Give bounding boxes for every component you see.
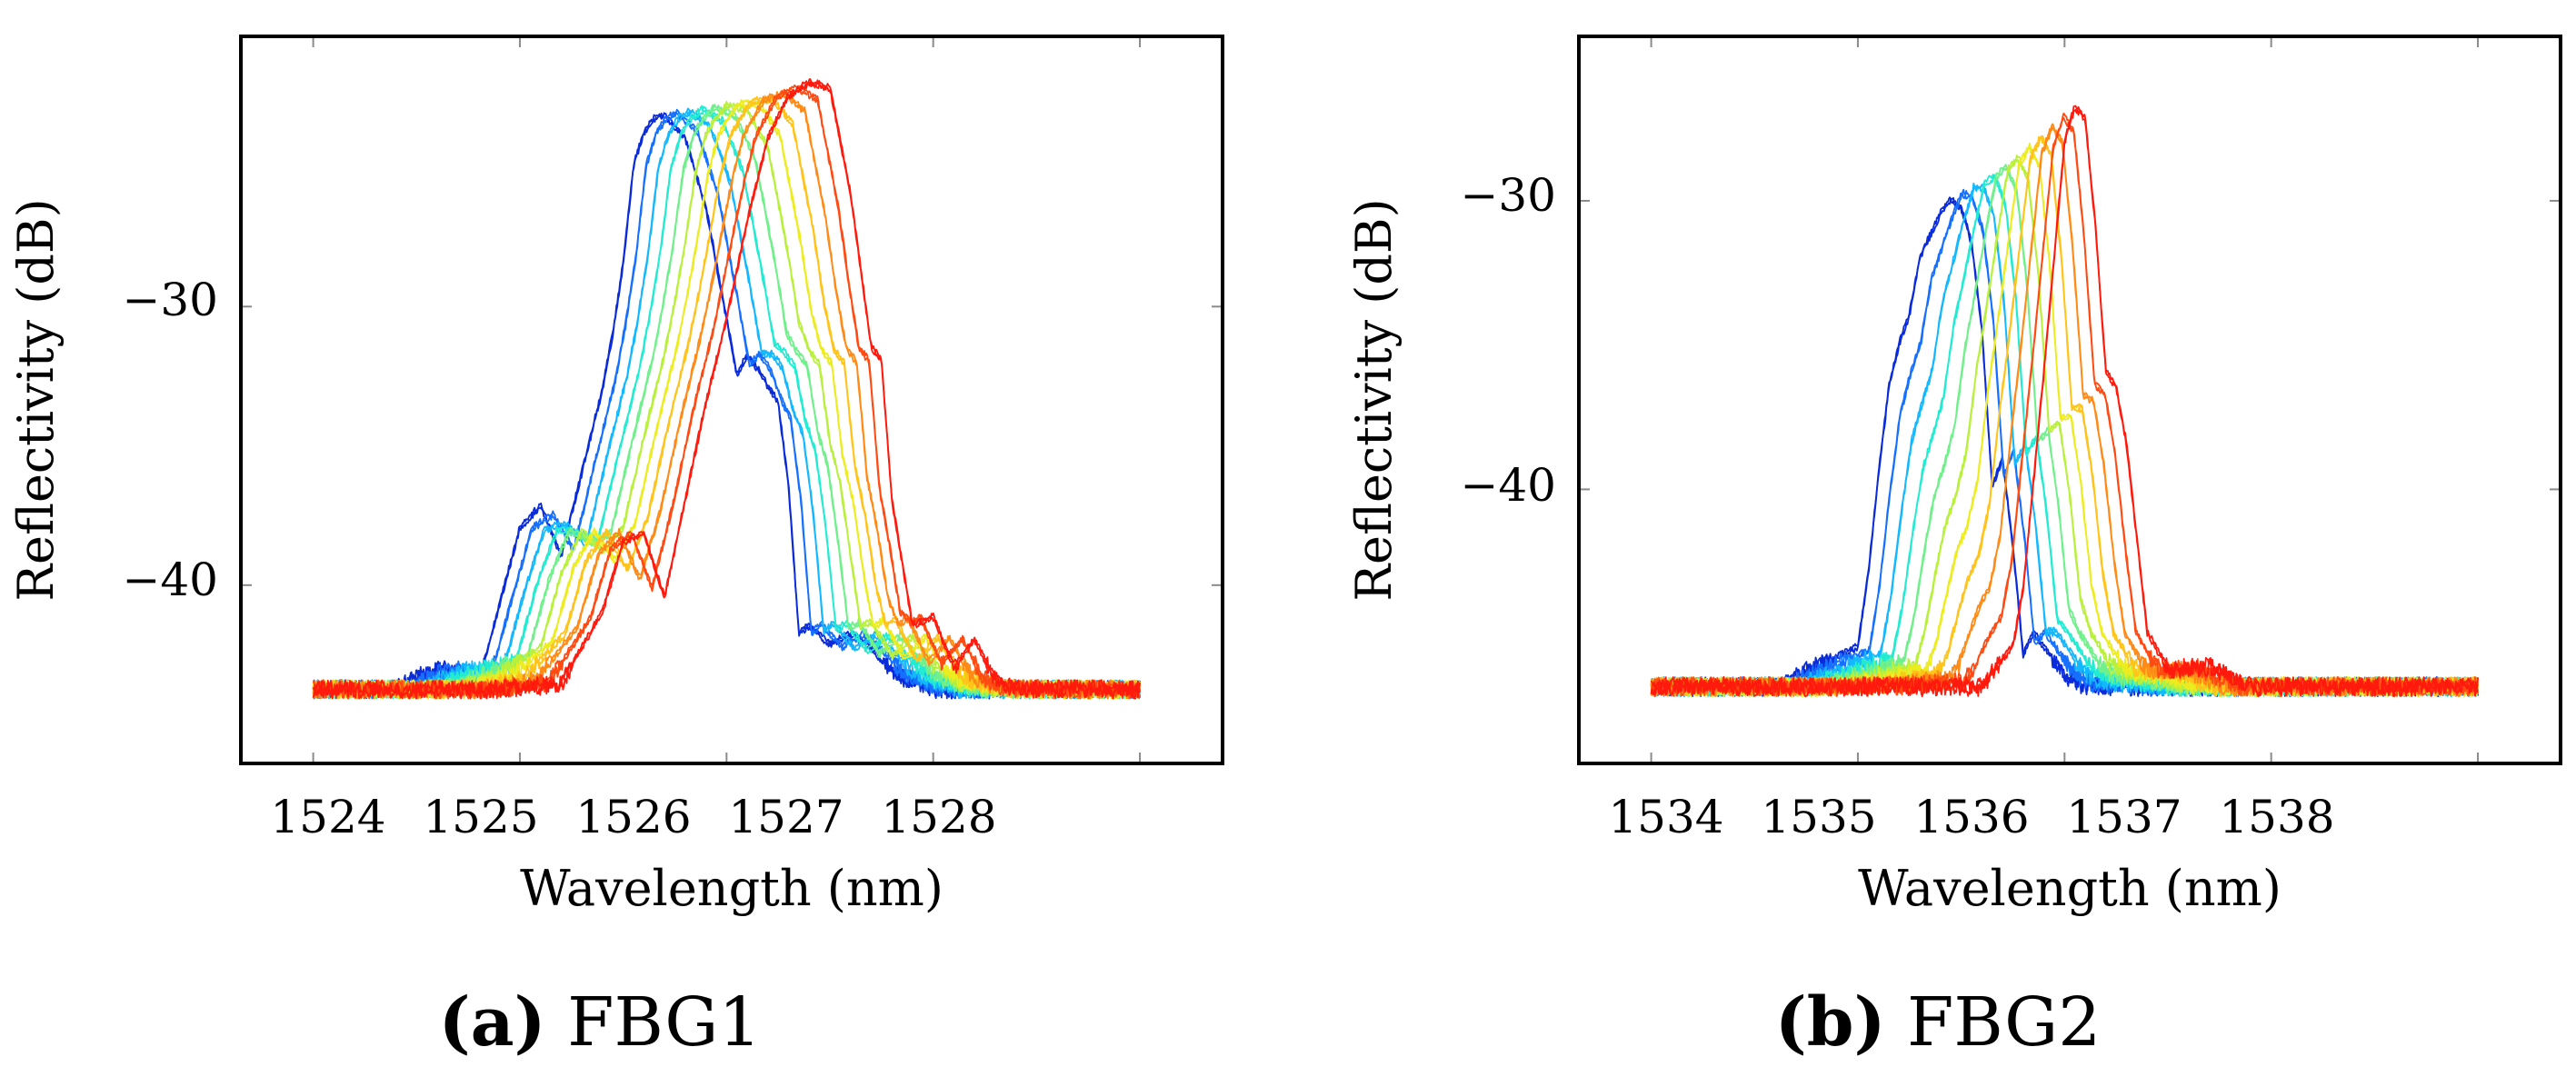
fbg2-series-2-sweep-a (1650, 193, 2479, 697)
fbg1-series-1-sweep-a (312, 115, 1141, 700)
fbg1-series-5-sweep-b (313, 104, 1141, 696)
fbg2-series-7-sweep-a (1650, 146, 2479, 698)
fbg1-series-7-sweep-b (312, 99, 1141, 696)
fbg2-xtick-label-1538: 1538 (2219, 791, 2334, 843)
fbg1-series-8-sweep-a (312, 97, 1141, 700)
fbg1-series-11-sweep-b (312, 78, 1141, 696)
fbg2-series-5-sweep-a (1650, 167, 2479, 698)
fbg1-series-10-sweep-a (312, 87, 1141, 700)
fbg2-xtick-label-1534: 1534 (1608, 791, 1723, 843)
fbg2-series-3-sweep-a (1650, 185, 2479, 698)
fbg1-series-2-sweep-a (312, 112, 1141, 700)
fbg2-tick-marks (1579, 36, 2561, 763)
fbg2-series-7-sweep-b (1650, 142, 2479, 694)
fbg1-ytick-label-minus30: −30 (122, 274, 218, 326)
fbg2-caption-name: FBG2 (1907, 983, 2101, 1062)
fbg1-series-6-sweep-b (312, 100, 1141, 696)
fbg1-xtick-label-1525: 1525 (423, 791, 538, 843)
fbg1-caption-tag: (a) (439, 983, 546, 1062)
fbg2-series-11-sweep-a (1650, 108, 2479, 698)
fbg1-xtick-label-1528: 1528 (881, 791, 996, 843)
fbg1-series-5-sweep-a (312, 107, 1141, 700)
fbg2-series-6-sweep-a (1650, 158, 2479, 698)
panel-fbg2: 1534 1535 1536 1537 1538 −30 −40 Wavelen… (1345, 35, 2562, 1062)
fbg1-series-4-sweep-a (312, 110, 1141, 700)
fbg2-series-11-sweep-b (1650, 105, 2479, 694)
fbg2-y-axis-label: Reflectivity (dB) (1345, 198, 1403, 601)
fbg1-series-7-sweep-a (312, 102, 1141, 700)
fbg2-series-1-sweep-a (1650, 197, 2479, 698)
fbg1-xtick-label-1526: 1526 (575, 791, 691, 843)
fbg1-series-3-sweep-a (313, 111, 1141, 700)
fbg1-series-4-sweep-b (312, 105, 1141, 696)
fbg2-series-9-sweep-b (1650, 123, 2479, 694)
fbg2-caption-tag: (b) (1775, 983, 1886, 1062)
fbg2-xtick-label-1535: 1535 (1761, 791, 1876, 843)
fbg2-ytick-label-minus40: −40 (1460, 459, 1556, 512)
fbg2-series-1-sweep-b (1650, 196, 2479, 694)
fbg2-series-5-sweep-b (1651, 164, 2479, 694)
fbg2-series-2-sweep-b (1650, 188, 2479, 694)
fbg2-series-3-sweep-b (1650, 182, 2479, 694)
fbg2-xtick-label-1536: 1536 (1913, 791, 2029, 843)
panel-fbg1: 1524 1525 1526 1527 1528 −30 −40 Wavelen… (7, 35, 1224, 1062)
fbg2-xtick-label-1537: 1537 (2066, 791, 2182, 843)
fbg1-series-2-sweep-b (312, 108, 1141, 696)
fbg1-caption: (a) FBG1 (439, 983, 762, 1062)
fbg1-x-axis-label: Wavelength (nm) (520, 860, 944, 917)
fbg1-series-1-sweep-b (312, 112, 1141, 696)
fbg1-xtick-label-1524: 1524 (270, 791, 385, 843)
fbg2-plot-frame (1577, 35, 2562, 765)
fbg1-caption-name: FBG1 (567, 983, 761, 1062)
fbg2-series-4-sweep-a (1651, 176, 2479, 698)
fbg2-series-4-sweep-b (1650, 174, 2479, 694)
fbg1-series-6-sweep-a (312, 105, 1141, 700)
fbg1-series-3-sweep-b (312, 107, 1141, 696)
fbg2-series-8-sweep-b (1650, 135, 2479, 694)
fbg1-xtick-label-1527: 1527 (728, 791, 844, 843)
fbg2-caption: (b) FBG2 (1775, 983, 2102, 1062)
fbg1-ytick-label-minus40: −40 (122, 553, 218, 606)
fbg2-series-6-sweep-b (1650, 155, 2479, 694)
fbg1-series-group (312, 78, 1141, 700)
fbg2-series-10-sweep-a (1650, 116, 2479, 698)
fbg2-ytick-label-minus30: −30 (1460, 169, 1556, 222)
fbg1-series-8-sweep-b (312, 94, 1141, 696)
fbg1-y-axis-label: Reflectivity (dB) (7, 198, 65, 601)
fbg2-series-10-sweep-b (1650, 113, 2479, 694)
fbg2-series-group (1650, 105, 2479, 698)
fbg2-x-axis-label: Wavelength (nm) (1858, 860, 2281, 917)
fbg2-series-9-sweep-a (1650, 126, 2479, 698)
fbg1-series-9-sweep-b (312, 89, 1141, 696)
fbg1-plot-frame (239, 35, 1224, 765)
fbg1-series-9-sweep-a (312, 92, 1141, 700)
